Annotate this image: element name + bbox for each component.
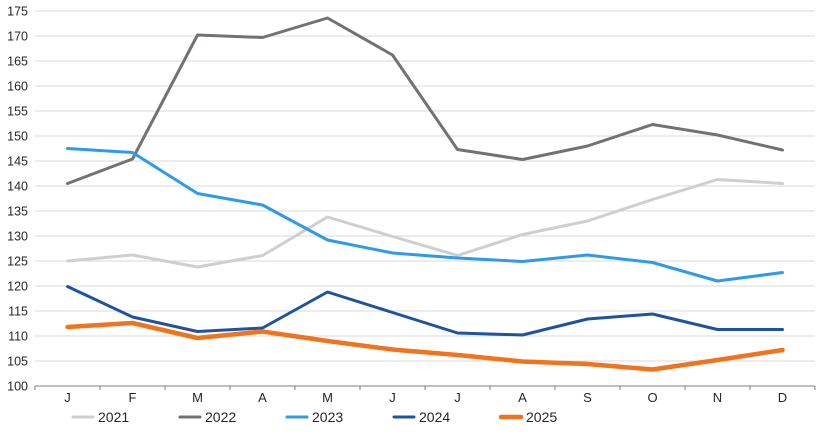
y-axis-tick-label: 175 xyxy=(7,5,28,19)
x-axis-category-label: J xyxy=(389,390,396,405)
legend-label-2024: 2024 xyxy=(419,409,450,425)
x-axis-category-label: D xyxy=(778,390,787,405)
series-line-2024 xyxy=(66,285,784,337)
series-line-2023 xyxy=(66,147,784,283)
y-axis-tick-label: 170 xyxy=(7,30,28,44)
legend-label-2021: 2021 xyxy=(98,409,129,425)
y-axis-tick-label: 105 xyxy=(7,355,28,369)
x-axis-category-label: F xyxy=(129,390,137,405)
x-axis-category-label: J xyxy=(64,390,71,405)
legend-label-2025: 2025 xyxy=(526,409,557,425)
y-axis-tick-label: 145 xyxy=(7,155,28,169)
x-axis-category-label: N xyxy=(713,390,722,405)
x-axis-category-label: M xyxy=(322,390,333,405)
x-axis-category-label: M xyxy=(192,390,203,405)
y-axis-tick-label: 110 xyxy=(8,330,28,344)
y-axis-tick-label: 160 xyxy=(7,80,28,94)
legend-label-2023: 2023 xyxy=(312,409,343,425)
series-line-2025 xyxy=(65,320,785,372)
y-axis-tick-label: 140 xyxy=(7,180,28,194)
y-axis-tick-label: 150 xyxy=(7,130,28,144)
x-axis-category-label: O xyxy=(647,390,657,405)
x-axis-category-label: J xyxy=(454,390,461,405)
y-axis-tick-label: 135 xyxy=(7,205,28,219)
y-axis-tick-label: 125 xyxy=(7,255,28,269)
legend-label-2022: 2022 xyxy=(205,409,236,425)
x-axis-category-label: S xyxy=(583,390,592,405)
y-axis-tick-label: 165 xyxy=(7,55,28,69)
series-line-2021 xyxy=(66,178,784,269)
x-axis-category-label: A xyxy=(518,390,527,405)
y-axis-tick-label: 115 xyxy=(8,305,28,319)
series-line-2022 xyxy=(66,16,784,185)
y-axis-tick-label: 120 xyxy=(7,280,28,294)
y-axis-tick-label: 100 xyxy=(7,380,28,394)
y-axis-tick-label: 130 xyxy=(7,230,28,244)
x-axis-category-label: A xyxy=(258,390,267,405)
y-axis-tick-label: 155 xyxy=(7,105,28,119)
